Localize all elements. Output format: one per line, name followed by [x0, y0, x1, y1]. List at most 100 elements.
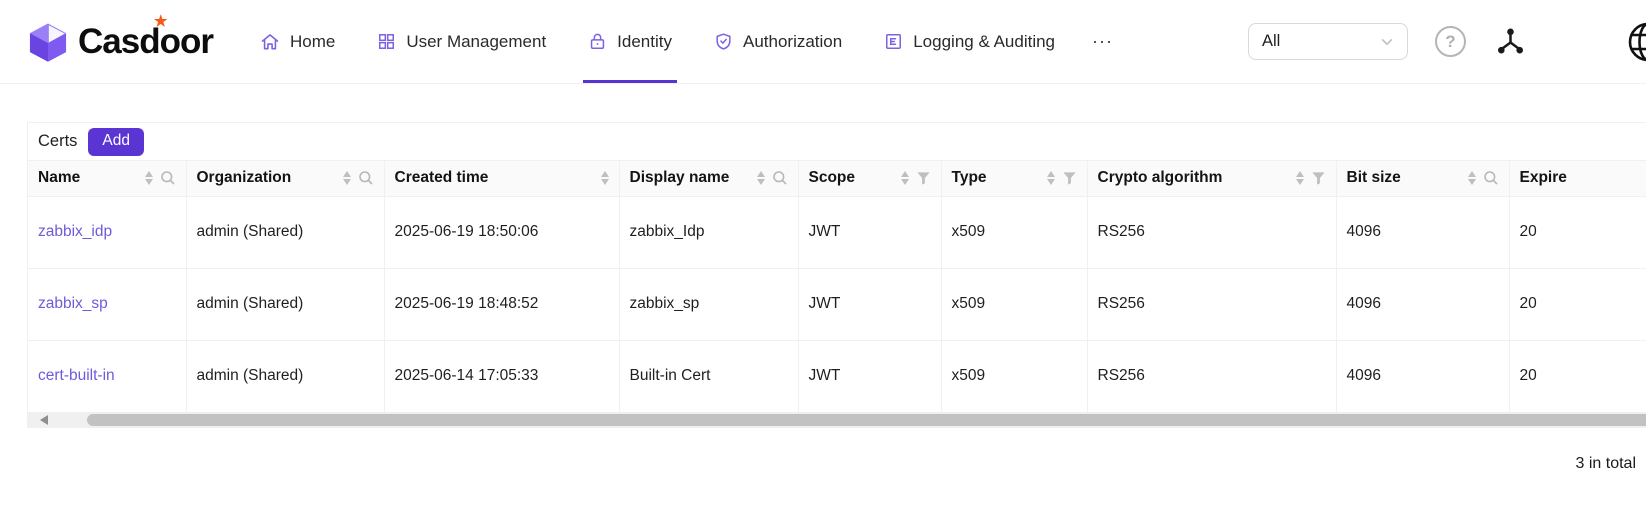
cert-name-link[interactable]: cert-built-in — [38, 367, 115, 384]
column-title: Bit size — [1346, 169, 1401, 187]
lock-icon — [588, 32, 607, 51]
appstore-icon — [377, 32, 396, 51]
cell-crypto-algorithm: RS256 — [1087, 268, 1337, 341]
main-menu: Home User Management Identity — [239, 0, 1129, 83]
column-header-display-name[interactable]: Display name — [619, 161, 799, 197]
sort-icon[interactable] — [900, 171, 909, 186]
nav-item-label: Logging & Auditing — [913, 31, 1056, 51]
sort-icon[interactable] — [1467, 171, 1476, 186]
nav-item-logging-auditing[interactable]: Logging & Auditing — [863, 0, 1076, 83]
cell-type: x509 — [941, 340, 1088, 413]
column-header-crypto-algorithm[interactable]: Crypto algorithm — [1087, 161, 1337, 197]
cube-logo-icon — [27, 21, 69, 63]
main-content: Certs Add Name Organization — [0, 122, 1646, 473]
column-title: Organization — [196, 169, 292, 187]
cell-scope: JWT — [798, 268, 942, 341]
cell-bit-size: 4096 — [1336, 340, 1510, 413]
cell-display-name: Built-in Cert — [619, 340, 799, 413]
nav-item-label: Home — [289, 31, 336, 51]
cell-organization: admin (Shared) — [186, 268, 385, 341]
home-icon — [260, 32, 280, 52]
cell-type: x509 — [941, 268, 1088, 341]
page-title: Certs — [38, 132, 78, 150]
cell-type: x509 — [941, 196, 1088, 269]
sort-icon[interactable] — [1046, 171, 1055, 186]
column-header-bit-size[interactable]: Bit size — [1336, 161, 1510, 197]
audit-icon — [884, 32, 903, 51]
navbar-right-controls: All ? — [1248, 20, 1646, 64]
search-icon[interactable] — [1483, 170, 1499, 186]
chevron-down-icon — [1380, 35, 1394, 49]
cell-expire: 20 — [1509, 268, 1646, 341]
column-header-name[interactable]: Name — [28, 161, 187, 197]
column-header-type[interactable]: Type — [941, 161, 1088, 197]
column-title: Display name — [629, 169, 730, 187]
cell-display-name: zabbix_sp — [619, 268, 799, 341]
sort-icon[interactable] — [1295, 171, 1304, 186]
filter-icon[interactable] — [916, 171, 931, 186]
column-title: Type — [951, 169, 987, 187]
filter-icon[interactable] — [1311, 171, 1326, 186]
ellipsis-icon: ··· — [1092, 31, 1113, 51]
nav-item-label: User Management — [406, 31, 547, 51]
column-title: Crypto algorithm — [1097, 169, 1223, 187]
table-header-row: Name Organization Created time Di — [28, 161, 1646, 197]
sort-icon[interactable] — [600, 171, 609, 186]
cell-scope: JWT — [798, 196, 942, 269]
cell-created-time: 2025-06-14 17:05:33 — [384, 340, 620, 413]
sitemap-icon[interactable] — [1495, 26, 1526, 57]
sort-icon[interactable] — [144, 171, 153, 186]
cell-organization: admin (Shared) — [186, 340, 385, 413]
cell-expire: 20 — [1509, 340, 1646, 413]
brand-name: Casdoor ★ — [78, 13, 214, 61]
casdoor-logo[interactable]: Casdoor ★ — [27, 13, 214, 63]
table-row: zabbix_sp admin (Shared) 2025-06-19 18:4… — [28, 268, 1646, 341]
column-header-scope[interactable]: Scope — [798, 161, 942, 197]
globe-icon[interactable] — [1626, 20, 1646, 64]
certs-table: Name Organization Created time Di — [28, 161, 1646, 413]
horizontal-scrollbar[interactable] — [28, 412, 1646, 428]
cell-bit-size: 4096 — [1336, 268, 1510, 341]
nav-item-home[interactable]: Home — [239, 0, 356, 83]
organization-select-value: All — [1262, 32, 1281, 50]
cell-organization: admin (Shared) — [186, 196, 385, 269]
table-row: zabbix_idp admin (Shared) 2025-06-19 18:… — [28, 196, 1646, 269]
cert-name-link[interactable]: zabbix_sp — [38, 295, 108, 312]
column-header-expire[interactable]: Expire — [1509, 161, 1646, 197]
table-title-bar: Certs Add — [28, 123, 1646, 161]
column-title: Name — [38, 169, 81, 187]
certs-table-container: Certs Add Name Organization — [27, 122, 1646, 428]
search-icon[interactable] — [772, 170, 788, 186]
add-cert-button[interactable]: Add — [88, 127, 145, 156]
cert-name-link[interactable]: zabbix_idp — [38, 223, 113, 240]
cell-created-time: 2025-06-19 18:48:52 — [384, 268, 620, 341]
nav-item-user-management[interactable]: User Management — [356, 0, 567, 83]
cell-display-name: zabbix_Idp — [619, 196, 799, 269]
column-title: Scope — [808, 169, 856, 187]
shield-check-icon — [714, 32, 733, 51]
scroll-left-arrow-icon[interactable] — [40, 415, 48, 425]
help-icon[interactable]: ? — [1435, 26, 1466, 57]
column-header-created-time[interactable]: Created time — [384, 161, 620, 197]
column-header-organization[interactable]: Organization — [186, 161, 385, 197]
pagination-total: 3 in total — [1575, 454, 1636, 472]
nav-more-button[interactable]: ··· — [1076, 0, 1129, 83]
top-navbar: Casdoor ★ Home User Management — [0, 0, 1646, 84]
cell-bit-size: 4096 — [1336, 196, 1510, 269]
search-icon[interactable] — [160, 170, 176, 186]
organization-select[interactable]: All — [1248, 23, 1408, 60]
column-title: Created time — [394, 169, 489, 187]
scrollbar-thumb[interactable] — [87, 414, 1646, 426]
search-icon[interactable] — [358, 170, 374, 186]
sort-icon[interactable] — [756, 171, 765, 186]
filter-icon[interactable] — [1062, 171, 1077, 186]
cell-crypto-algorithm: RS256 — [1087, 340, 1337, 413]
cell-expire: 20 — [1509, 196, 1646, 269]
nav-item-label: Identity — [617, 31, 672, 51]
sort-icon[interactable] — [342, 171, 351, 186]
cell-scope: JWT — [798, 340, 942, 413]
nav-item-identity[interactable]: Identity — [567, 0, 693, 83]
nav-item-authorization[interactable]: Authorization — [693, 0, 863, 83]
column-title: Expire — [1519, 169, 1567, 187]
nav-item-label: Authorization — [742, 31, 843, 51]
